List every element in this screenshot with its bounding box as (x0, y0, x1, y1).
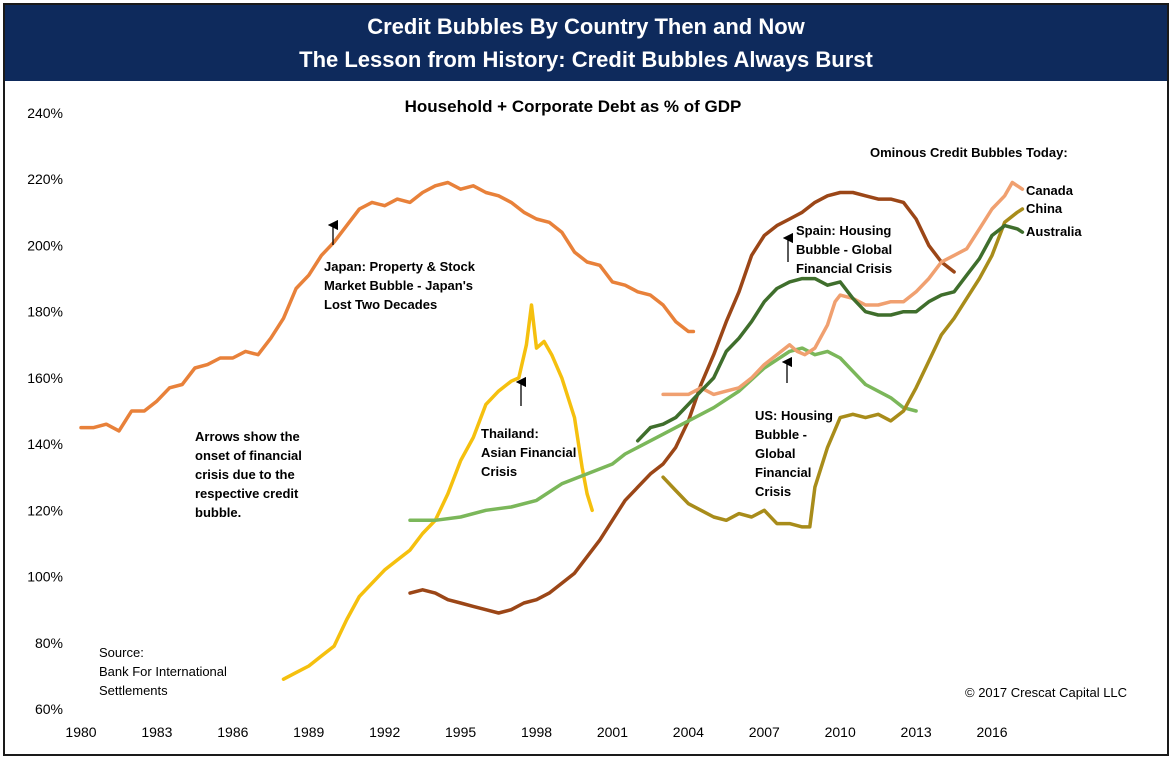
arrows-note: bubble. (195, 505, 241, 520)
japan-annotation: Lost Two Decades (324, 297, 437, 312)
header-title-line1: Credit Bubbles By Country Then and Now (367, 14, 805, 39)
arrows-note: crisis due to the (195, 467, 295, 482)
y-tick-label: 160% (27, 370, 63, 386)
series-line-2 (281, 303, 594, 681)
chart-frame (3, 3, 1169, 756)
spain-annotation: Financial Crisis (796, 261, 892, 276)
series-line-4 (408, 346, 918, 523)
x-tick-label: 2004 (673, 724, 704, 740)
y-tick-label: 100% (27, 569, 63, 585)
series-line-6 (661, 207, 1025, 529)
us-annotation: US: Housing (755, 408, 833, 423)
series-line-5 (661, 180, 1025, 397)
series-label-canada: Canada (1026, 183, 1074, 198)
japan-annotation: Market Bubble - Japan's (324, 278, 473, 293)
us-annotation: Financial (755, 465, 811, 480)
y-tick-label: 220% (27, 171, 63, 187)
x-tick-label: 1986 (217, 724, 248, 740)
copyright-note: © 2017 Crescat Capital LLC (965, 685, 1127, 700)
y-tick-label: 60% (35, 701, 63, 717)
chart-title: Household + Corporate Debt as % of GDP (405, 97, 742, 116)
x-tick-label: 2007 (749, 724, 780, 740)
arrows-note: onset of financial (195, 448, 302, 463)
series-line-7 (635, 223, 1025, 443)
thailand-annotation: Asian Financial (481, 445, 576, 460)
x-tick-label: 2001 (597, 724, 628, 740)
y-tick-label: 120% (27, 502, 63, 518)
arrows-note: Arrows show the (195, 429, 300, 444)
y-tick-label: 200% (27, 237, 63, 253)
series-label-australia: Australia (1026, 224, 1082, 239)
y-tick-label: 140% (27, 436, 63, 452)
us-annotation: Crisis (755, 484, 791, 499)
header-title-line2: The Lesson from History: Credit Bubbles … (299, 47, 873, 72)
header-banner: Credit Bubbles By Country Then and Now T… (5, 5, 1167, 81)
x-tick-label: 2016 (976, 724, 1007, 740)
x-tick-label: 1980 (65, 724, 96, 740)
source-note: Settlements (99, 683, 168, 698)
spain-annotation: Spain: Housing (796, 223, 891, 238)
x-tick-label: 1983 (141, 724, 172, 740)
x-tick-label: 2013 (901, 724, 932, 740)
series-label-china: China (1026, 201, 1063, 216)
thailand-annotation: Crisis (481, 464, 517, 479)
y-tick-label: 80% (35, 635, 63, 651)
x-tick-label: 1998 (521, 724, 552, 740)
arrows-note: respective credit (195, 486, 299, 501)
x-tick-label: 2010 (825, 724, 856, 740)
thailand-annotation: Thailand: (481, 426, 539, 441)
japan-annotation: Japan: Property & Stock (324, 259, 476, 274)
series-line-1 (79, 180, 696, 433)
source-note: Bank For International (99, 664, 227, 679)
y-tick-label: 180% (27, 304, 63, 320)
x-tick-label: 1989 (293, 724, 324, 740)
today-header: Ominous Credit Bubbles Today: (870, 145, 1068, 160)
spain-annotation: Bubble - Global (796, 242, 892, 257)
source-note: Source: (99, 645, 144, 660)
series-line-3 (408, 190, 956, 615)
us-annotation: Global (755, 446, 795, 461)
y-tick-label: 240% (27, 105, 63, 121)
us-annotation: Bubble - (755, 427, 807, 442)
x-tick-label: 1995 (445, 724, 476, 740)
x-tick-label: 1992 (369, 724, 400, 740)
